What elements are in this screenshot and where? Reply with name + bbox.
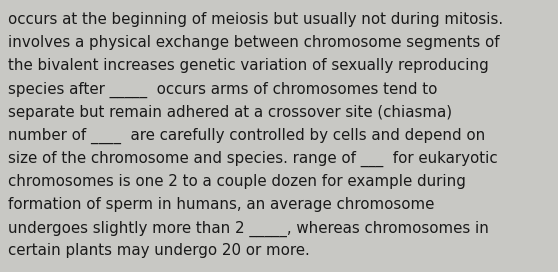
Text: involves a physical exchange between chromosome segments of: involves a physical exchange between chr… bbox=[8, 35, 500, 50]
Text: undergoes slightly more than 2 _____, whereas chromosomes in: undergoes slightly more than 2 _____, wh… bbox=[8, 220, 489, 237]
Text: formation of sperm in humans, an average chromosome: formation of sperm in humans, an average… bbox=[8, 197, 435, 212]
Text: chromosomes is one 2 to a couple dozen for example during: chromosomes is one 2 to a couple dozen f… bbox=[8, 174, 466, 189]
Text: the bivalent increases genetic variation of sexually reproducing: the bivalent increases genetic variation… bbox=[8, 58, 489, 73]
Text: species after _____  occurs arms of chromosomes tend to: species after _____ occurs arms of chrom… bbox=[8, 82, 437, 98]
Text: size of the chromosome and species. range of ___  for eukaryotic: size of the chromosome and species. rang… bbox=[8, 151, 498, 167]
Text: occurs at the beginning of meiosis but usually not during mitosis.: occurs at the beginning of meiosis but u… bbox=[8, 12, 503, 27]
Text: separate but remain adhered at a crossover site (chiasma): separate but remain adhered at a crossov… bbox=[8, 105, 453, 120]
Text: number of ____  are carefully controlled by cells and depend on: number of ____ are carefully controlled … bbox=[8, 128, 485, 144]
Text: certain plants may undergo 20 or more.: certain plants may undergo 20 or more. bbox=[8, 243, 310, 258]
